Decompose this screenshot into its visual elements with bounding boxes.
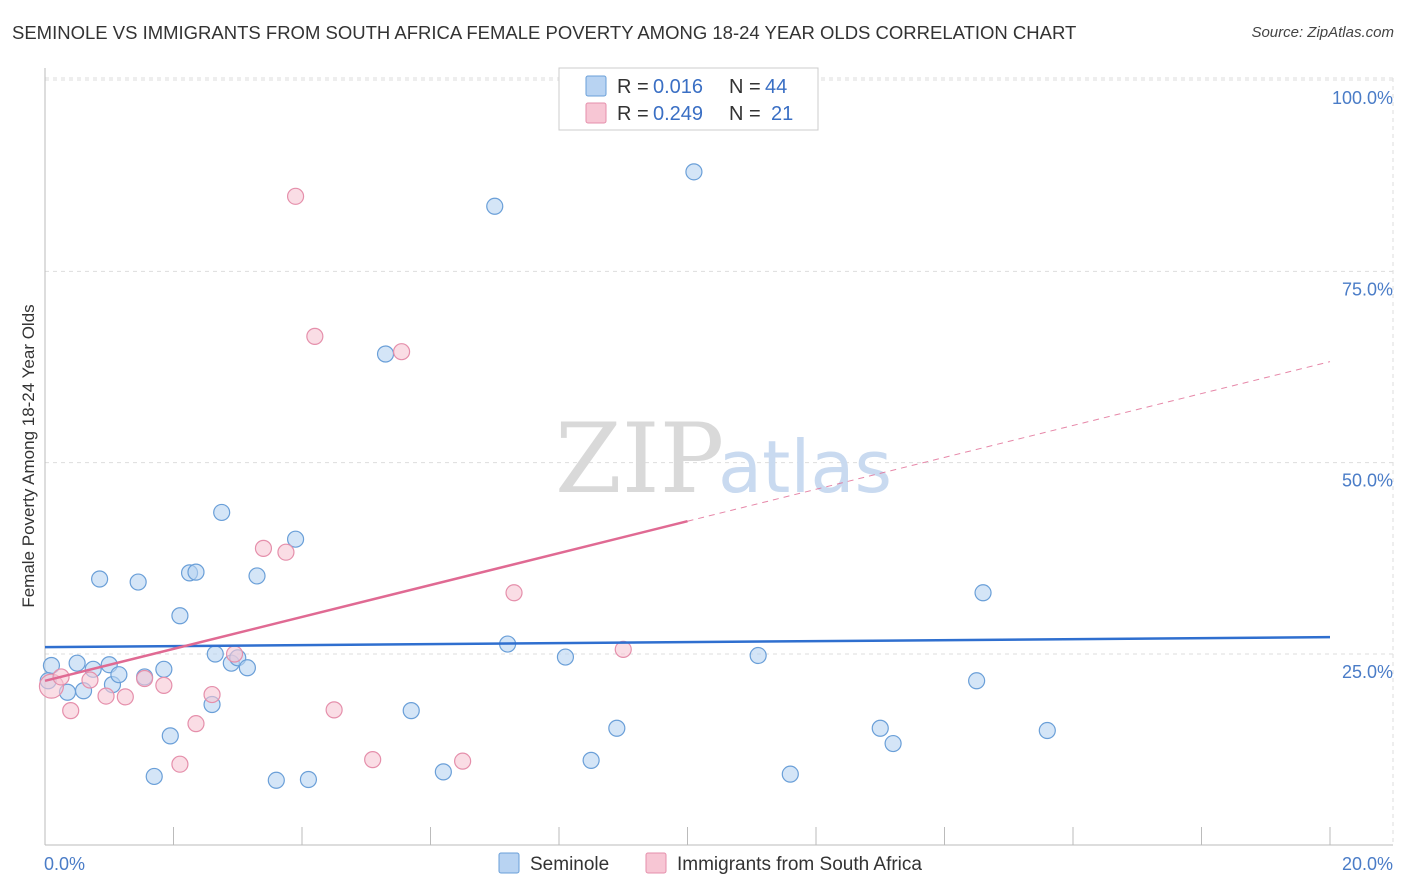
legend-n-value-1: 44 — [765, 76, 787, 98]
point-south-africa-15 — [306, 327, 324, 345]
point-south-africa-8 — [171, 755, 189, 773]
series-legend-label-south-africa: Immigrants from South Africa — [677, 854, 922, 875]
point-seminole-34 — [608, 719, 626, 737]
legend-r-label-1: R = — [617, 76, 649, 98]
x-tick-labels: 0.0% 20.0% — [44, 854, 1393, 874]
watermark: ZIP atlas — [555, 403, 892, 515]
watermark-atlas: atlas — [718, 425, 892, 509]
point-south-africa-17 — [364, 751, 382, 769]
legend-swatch-south-africa — [585, 102, 607, 124]
y-tick-label-25: 25.0% — [1342, 662, 1393, 682]
point-seminole-26 — [299, 770, 318, 789]
watermark-zip: ZIP — [555, 403, 724, 515]
trend-line-south-africa — [44, 520, 688, 682]
point-south-africa-16 — [325, 701, 343, 719]
point-seminole-33 — [582, 751, 600, 769]
point-seminole-37 — [781, 765, 799, 783]
point-seminole-41 — [974, 584, 992, 602]
point-seminole-24 — [267, 771, 285, 789]
legend-n-value-2: 21 — [771, 103, 793, 125]
y-tick-label-100: 100.0% — [1332, 88, 1393, 108]
point-south-africa-7 — [155, 676, 173, 694]
point-south-africa-10 — [203, 685, 221, 704]
point-south-africa-3 — [81, 671, 99, 689]
point-seminole-27 — [376, 345, 395, 363]
point-south-africa-13 — [277, 543, 295, 561]
point-south-africa-14 — [286, 187, 305, 205]
point-seminole-42 — [1038, 721, 1056, 740]
point-seminole-38 — [871, 719, 889, 737]
point-seminole-40 — [968, 672, 986, 690]
data-points — [38, 163, 1056, 789]
point-seminole-8 — [110, 666, 128, 684]
legend-n-label-1: N = — [729, 76, 761, 98]
point-seminole-28 — [402, 702, 420, 720]
point-seminole-19 — [213, 503, 231, 522]
point-south-africa-19 — [454, 752, 472, 770]
point-south-africa-18 — [392, 343, 411, 361]
legend-n-label-2: N = — [729, 103, 761, 125]
point-south-africa-5 — [116, 688, 134, 706]
y-tick-label-50: 50.0% — [1342, 471, 1393, 491]
series-legend: Seminole Immigrants from South Africa — [498, 852, 922, 875]
point-seminole-39 — [884, 734, 902, 753]
point-south-africa-20 — [505, 584, 523, 602]
legend-box: R = 0.016 N = 44 R = 0.249 N = 21 — [558, 67, 819, 131]
point-seminole-13 — [161, 727, 179, 745]
axes — [44, 68, 1393, 846]
point-south-africa-12 — [254, 539, 273, 557]
point-south-africa-4 — [97, 687, 115, 705]
trend-line-seminole — [44, 635, 1331, 649]
point-seminole-35 — [685, 163, 703, 181]
point-south-africa-9 — [187, 715, 205, 733]
trend-line-extension-south-africa — [687, 361, 1331, 522]
point-south-africa-11 — [225, 645, 244, 663]
point-seminole-14 — [171, 607, 189, 625]
point-seminole-23 — [248, 567, 266, 585]
point-seminole-25 — [286, 530, 305, 548]
point-seminole-30 — [486, 197, 504, 215]
point-seminole-16 — [187, 563, 205, 581]
point-seminole-18 — [206, 645, 224, 663]
point-seminole-11 — [145, 767, 163, 786]
legend-swatch-seminole — [585, 75, 607, 97]
point-seminole-12 — [155, 660, 173, 678]
series-legend-swatch-seminole — [498, 852, 520, 874]
point-seminole-32 — [556, 648, 575, 666]
point-seminole-22 — [238, 659, 256, 677]
legend-r-value-2: 0.249 — [653, 103, 703, 125]
source-label: Source: ZipAtlas.com — [1251, 24, 1394, 41]
series-legend-swatch-south-africa — [645, 852, 667, 874]
point-seminole-2 — [68, 654, 86, 672]
point-seminole-9 — [129, 573, 147, 591]
series-legend-label-seminole: Seminole — [530, 854, 609, 875]
legend-r-value-1: 0.016 — [653, 76, 703, 98]
legend-r-label-2: R = — [617, 103, 649, 125]
x-tick-label-20: 20.0% — [1342, 854, 1393, 874]
point-south-africa-2 — [62, 702, 80, 720]
y-tick-label-75: 75.0% — [1342, 279, 1393, 299]
x-tick-label-0: 0.0% — [44, 854, 85, 874]
y-axis-label: Female Poverty Among 18-24 Year Olds — [19, 304, 38, 607]
point-seminole-29 — [434, 763, 452, 781]
point-seminole-36 — [749, 646, 767, 665]
trend-lines — [44, 361, 1331, 682]
chart-title: SEMINOLE VS IMMIGRANTS FROM SOUTH AFRICA… — [12, 22, 1077, 43]
y-tick-labels: 25.0% 50.0% 75.0% 100.0% — [1332, 88, 1393, 682]
point-seminole-5 — [91, 570, 109, 588]
point-south-africa-6 — [135, 669, 154, 688]
